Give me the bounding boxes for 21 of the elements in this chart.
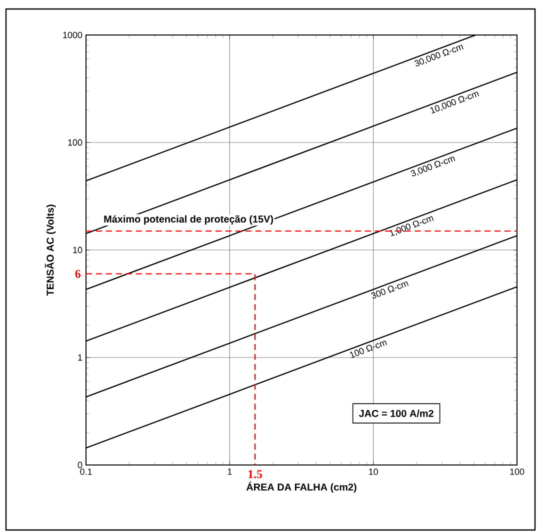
x-tick-label: 10	[369, 468, 378, 475]
x-tick-label: 100	[510, 468, 524, 475]
text: 300 Ω-cm	[371, 282, 409, 299]
ref-line-label: Máximo potencial de proteção (15V)	[104, 215, 274, 225]
x-tick-label: 1	[228, 468, 232, 475]
text: 3,000 Ω-cm	[410, 156, 456, 176]
text: 100 Ω-cm	[350, 340, 387, 358]
text: 10,000 Ω-cm	[430, 92, 480, 114]
y-tick-label: 1000	[63, 32, 82, 38]
x-tick-label: 0.1	[80, 468, 92, 475]
y-tick-label: 10	[73, 246, 82, 254]
text: 1,000 Ω-cm	[390, 216, 434, 236]
annotation: 6	[75, 270, 80, 278]
annotation: JAC = 100 A/m2	[358, 410, 434, 418]
legend-label: 30,000 Ω-cm	[414, 44, 464, 66]
y-axis-title: TENSÃO AC (Volts)	[44, 204, 56, 296]
y-tick-label: 1	[78, 354, 82, 361]
y-tick-label: 100	[68, 139, 82, 146]
annotation: 1.5	[248, 470, 262, 478]
y-tick-label: 0	[78, 462, 82, 468]
x-axis-title: ÁREA DA FALHA (cm2)	[246, 482, 356, 493]
